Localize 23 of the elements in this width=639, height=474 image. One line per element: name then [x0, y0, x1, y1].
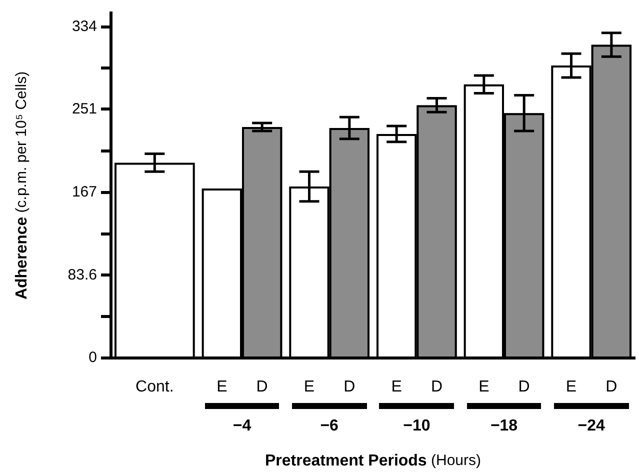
y-tick-label: 251 — [72, 100, 97, 118]
text: E — [304, 378, 315, 396]
x-tick-label: −18 — [490, 417, 518, 434]
text: E — [478, 378, 490, 396]
y-tick-label: 334 — [72, 18, 97, 36]
text: E — [391, 378, 402, 396]
text: D — [606, 378, 618, 396]
y-tick-label: 0 — [88, 349, 97, 366]
text: E — [566, 378, 577, 396]
x-tick-label: −4 — [232, 417, 252, 434]
y-tick-label: 83.6 — [68, 266, 97, 284]
x-tick-label: −10 — [403, 417, 430, 434]
y-tick-label: 167 — [72, 184, 97, 201]
series-label: E — [216, 378, 228, 396]
x-tick-label: Cont. — [136, 378, 174, 396]
text: D — [430, 378, 443, 396]
x-axis-title: Pretreatment Periods (Hours) — [264, 452, 482, 470]
x-tick-label: −6 — [320, 417, 339, 434]
x-tick-label: −24 — [578, 417, 606, 434]
text: D — [518, 378, 530, 396]
text: D — [344, 378, 356, 396]
y-axis-title: Adherence (c.p.m. per 10⁵ Cells) — [13, 71, 30, 300]
series-label: D — [256, 378, 268, 396]
